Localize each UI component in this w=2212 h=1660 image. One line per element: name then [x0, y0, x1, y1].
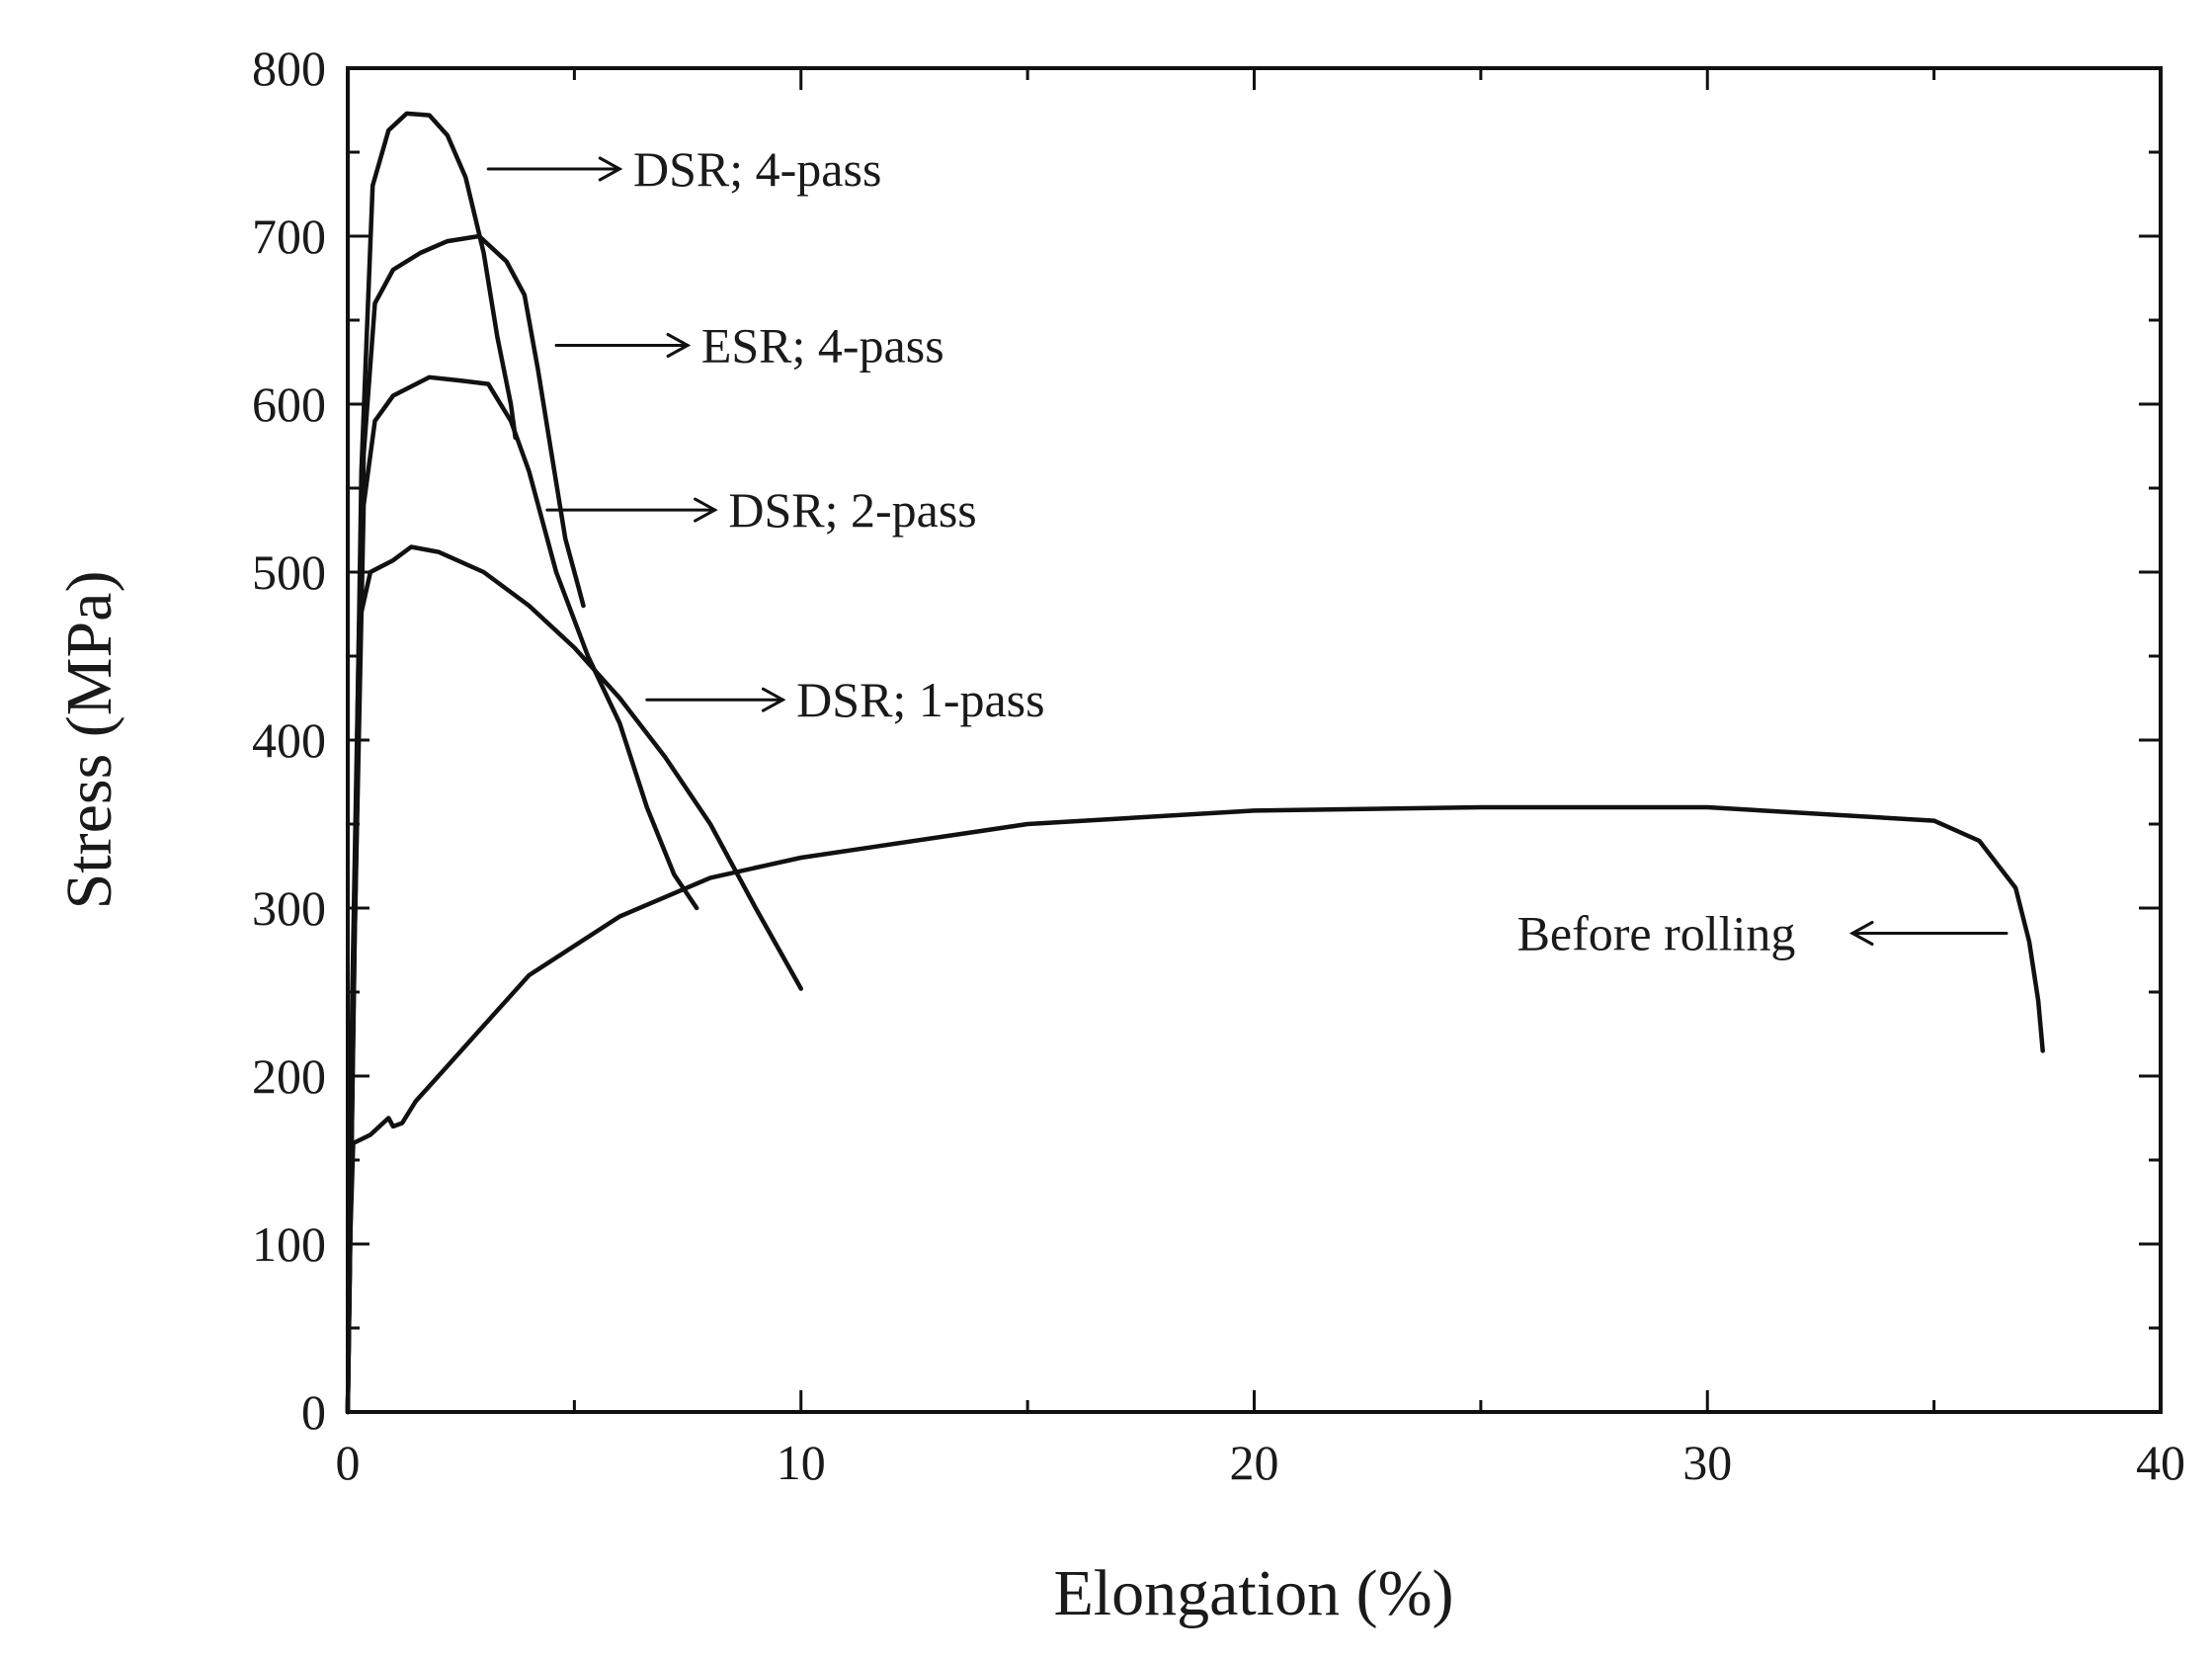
y-tick-label: 500	[252, 544, 326, 600]
series-line-before-rolling	[345, 804, 2045, 1415]
annotation-layer: DSR; 4-pass ESR; 4-pass DSR; 2-pass DSR; 1-…	[486, 141, 2008, 961]
annotation-label-esr-4-pass: ESR; 4-pass	[701, 318, 944, 374]
x-tick-label: 40	[2136, 1435, 2185, 1490]
y-tick-label: 400	[252, 712, 326, 768]
y-tick-label: 300	[252, 880, 326, 936]
x-tick-label: 30	[1682, 1435, 1732, 1490]
annotation-arrowhead-before-rolling	[1848, 921, 1874, 946]
series-layer	[345, 111, 2045, 1415]
annotation-arrowhead-esr-4-pass	[666, 333, 692, 358]
annotation-label-dsr-4-pass: DSR; 4-pass	[633, 141, 881, 197]
y-axis-title: Stress (MPa)	[53, 571, 125, 910]
annotation-arrowhead-dsr-1-pass	[761, 687, 786, 712]
y-tick-label: 800	[252, 41, 326, 96]
annotation-label-dsr-2-pass: DSR; 2-pass	[728, 482, 976, 538]
annotation-arrowhead-dsr-4-pass	[598, 156, 623, 182]
x-tick-label: 0	[336, 1435, 361, 1490]
y-tick-label: 0	[301, 1384, 326, 1440]
y-tick-label: 700	[252, 208, 326, 264]
annotation-label-dsr-1-pass: DSR; 1-pass	[796, 672, 1044, 727]
x-tick-label: 20	[1230, 1435, 1279, 1490]
plot-frame	[346, 66, 2163, 1414]
y-tick-label: 600	[252, 376, 326, 432]
series-line-dsr-2-pass	[345, 374, 699, 1415]
y-tick-label: 200	[252, 1048, 326, 1104]
y-tick-label: 100	[252, 1216, 326, 1272]
x-tick-label: 10	[777, 1435, 826, 1490]
axis-ticks	[346, 66, 2163, 1414]
annotation-label-before-rolling: Before rolling	[1517, 906, 1796, 961]
annotation-arrowhead-dsr-2-pass	[694, 497, 718, 523]
x-axis-title: Elongation (%)	[1053, 1557, 1453, 1629]
series-line-dsr-1-pass	[345, 544, 804, 1415]
